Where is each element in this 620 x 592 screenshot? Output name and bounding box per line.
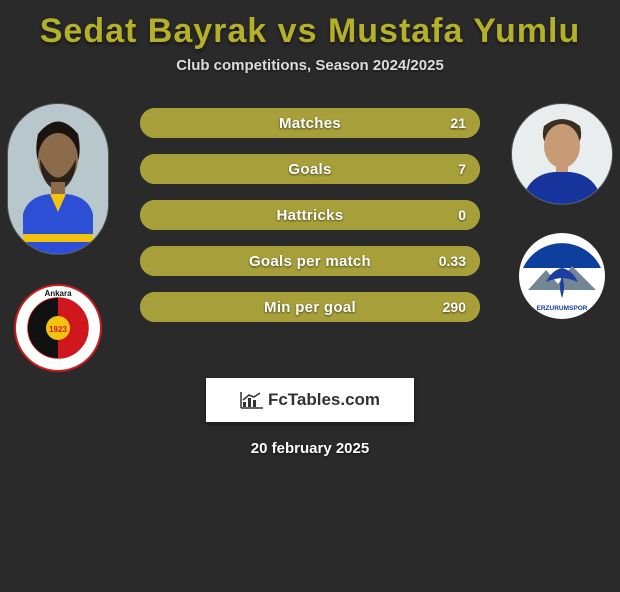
player-right-avatar <box>512 104 612 204</box>
player-right-club-svg: ERZURUMSPOR <box>518 232 606 320</box>
stat-bar-value: 290 <box>443 292 466 322</box>
player-right-column: ERZURUMSPOR <box>512 104 612 320</box>
stat-bar-row: Hattricks0 <box>140 200 480 230</box>
stat-bar-label: Hattricks <box>140 200 480 230</box>
stat-bar-row: Min per goal290 <box>140 292 480 322</box>
stat-bar-label: Matches <box>140 108 480 138</box>
vs-text: vs <box>278 12 318 50</box>
player2-name: Mustafa Yumlu <box>328 12 580 50</box>
stat-bars: Matches21 Goals7 Hattricks0 Goals per match… <box>140 104 480 322</box>
stat-bar-label: Goals <box>140 154 480 184</box>
player-left-column: 1923 Ankara <box>8 104 108 372</box>
stat-bar-label: Goals per match <box>140 246 480 276</box>
date-text: 20 february 2025 <box>0 440 620 457</box>
brand-text: FcTables.com <box>268 390 380 410</box>
stat-bar-row: Matches21 <box>140 108 480 138</box>
comparison-layout: 1923 Ankara ERZURUMSPOR Matche <box>0 104 620 322</box>
stat-bar-value: 7 <box>458 154 466 184</box>
brand-chart-icon <box>240 391 264 409</box>
svg-text:Ankara: Ankara <box>44 289 72 298</box>
stat-bar-label: Min per goal <box>140 292 480 322</box>
player-right-club-badge: ERZURUMSPOR <box>518 232 606 320</box>
stat-bar-value: 0.33 <box>439 246 466 276</box>
player-left-club-svg: 1923 Ankara <box>14 284 102 372</box>
page-title: Sedat Bayrak vs Mustafa Yumlu <box>0 12 620 51</box>
stat-bar-value: 21 <box>450 108 466 138</box>
player-right-avatar-svg <box>512 104 612 204</box>
brand-banner: FcTables.com <box>206 378 414 422</box>
player-left-avatar <box>8 104 108 254</box>
stat-bar-row: Goals7 <box>140 154 480 184</box>
svg-text:1923: 1923 <box>49 325 67 334</box>
player-left-avatar-svg <box>8 104 108 254</box>
stat-bar-row: Goals per match0.33 <box>140 246 480 276</box>
player-left-club-badge: 1923 Ankara <box>14 284 102 372</box>
subtitle: Club competitions, Season 2024/2025 <box>0 57 620 74</box>
player1-name: Sedat Bayrak <box>40 12 267 50</box>
stat-bar-value: 0 <box>458 200 466 230</box>
svg-text:ERZURUMSPOR: ERZURUMSPOR <box>537 305 588 312</box>
